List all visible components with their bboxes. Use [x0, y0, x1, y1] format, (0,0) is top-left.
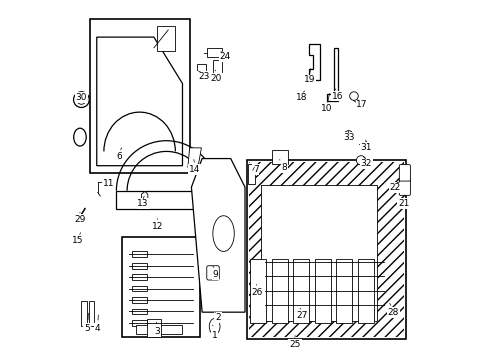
FancyBboxPatch shape	[336, 258, 352, 323]
Text: 18: 18	[296, 93, 308, 102]
FancyBboxPatch shape	[90, 19, 190, 173]
Polygon shape	[309, 44, 320, 80]
Text: 27: 27	[296, 311, 308, 320]
Text: 4: 4	[95, 324, 100, 333]
FancyBboxPatch shape	[132, 274, 147, 280]
Circle shape	[350, 92, 358, 100]
FancyBboxPatch shape	[207, 266, 220, 280]
Text: 1: 1	[212, 331, 218, 340]
FancyBboxPatch shape	[399, 179, 411, 195]
FancyBboxPatch shape	[272, 150, 288, 164]
Text: 21: 21	[398, 199, 410, 208]
Polygon shape	[89, 301, 94, 327]
Polygon shape	[188, 148, 201, 167]
Text: 11: 11	[103, 179, 114, 188]
Polygon shape	[192, 158, 245, 312]
Text: 12: 12	[152, 222, 163, 231]
FancyBboxPatch shape	[197, 64, 206, 76]
Text: 17: 17	[356, 100, 368, 109]
FancyBboxPatch shape	[261, 185, 377, 321]
FancyBboxPatch shape	[147, 319, 161, 337]
FancyBboxPatch shape	[132, 251, 147, 257]
Text: 30: 30	[75, 93, 87, 102]
Text: 14: 14	[189, 165, 201, 174]
FancyBboxPatch shape	[213, 60, 222, 73]
Ellipse shape	[74, 128, 86, 146]
Text: 9: 9	[213, 270, 219, 279]
Text: 33: 33	[343, 132, 354, 141]
Text: 23: 23	[198, 72, 210, 81]
Text: 28: 28	[388, 308, 399, 317]
Circle shape	[356, 156, 366, 165]
FancyBboxPatch shape	[207, 48, 222, 57]
FancyBboxPatch shape	[132, 263, 147, 269]
Text: 31: 31	[361, 143, 372, 152]
Text: 10: 10	[321, 104, 333, 113]
Circle shape	[77, 95, 86, 104]
FancyBboxPatch shape	[315, 258, 331, 323]
Circle shape	[74, 92, 89, 108]
Polygon shape	[97, 37, 182, 166]
Text: 20: 20	[211, 74, 222, 83]
FancyBboxPatch shape	[132, 297, 147, 303]
Text: 24: 24	[220, 52, 231, 61]
Polygon shape	[81, 301, 87, 327]
FancyBboxPatch shape	[358, 258, 373, 323]
Text: 13: 13	[137, 199, 149, 208]
Text: 15: 15	[72, 236, 84, 245]
FancyBboxPatch shape	[122, 237, 200, 337]
Polygon shape	[117, 191, 217, 208]
Ellipse shape	[209, 319, 220, 334]
Text: 19: 19	[303, 76, 315, 85]
Text: 16: 16	[332, 91, 343, 100]
Text: 7: 7	[253, 165, 259, 174]
Text: 29: 29	[74, 215, 86, 224]
FancyBboxPatch shape	[132, 320, 147, 326]
Circle shape	[344, 131, 353, 140]
FancyBboxPatch shape	[399, 165, 411, 181]
FancyBboxPatch shape	[293, 258, 309, 323]
Text: 26: 26	[252, 288, 263, 297]
Polygon shape	[142, 192, 148, 202]
Text: 6: 6	[117, 152, 122, 161]
Text: 8: 8	[281, 163, 287, 172]
Text: 5: 5	[84, 324, 90, 333]
FancyBboxPatch shape	[157, 26, 175, 51]
Text: 3: 3	[155, 327, 160, 336]
FancyBboxPatch shape	[247, 160, 406, 339]
FancyBboxPatch shape	[272, 258, 288, 323]
Polygon shape	[327, 48, 338, 102]
Text: 25: 25	[289, 340, 301, 349]
FancyBboxPatch shape	[132, 309, 147, 314]
FancyBboxPatch shape	[136, 325, 182, 334]
Text: 2: 2	[216, 313, 221, 322]
FancyBboxPatch shape	[248, 164, 255, 184]
Text: 32: 32	[361, 159, 372, 168]
Text: 22: 22	[390, 183, 401, 192]
FancyBboxPatch shape	[250, 258, 267, 323]
FancyBboxPatch shape	[132, 286, 147, 292]
